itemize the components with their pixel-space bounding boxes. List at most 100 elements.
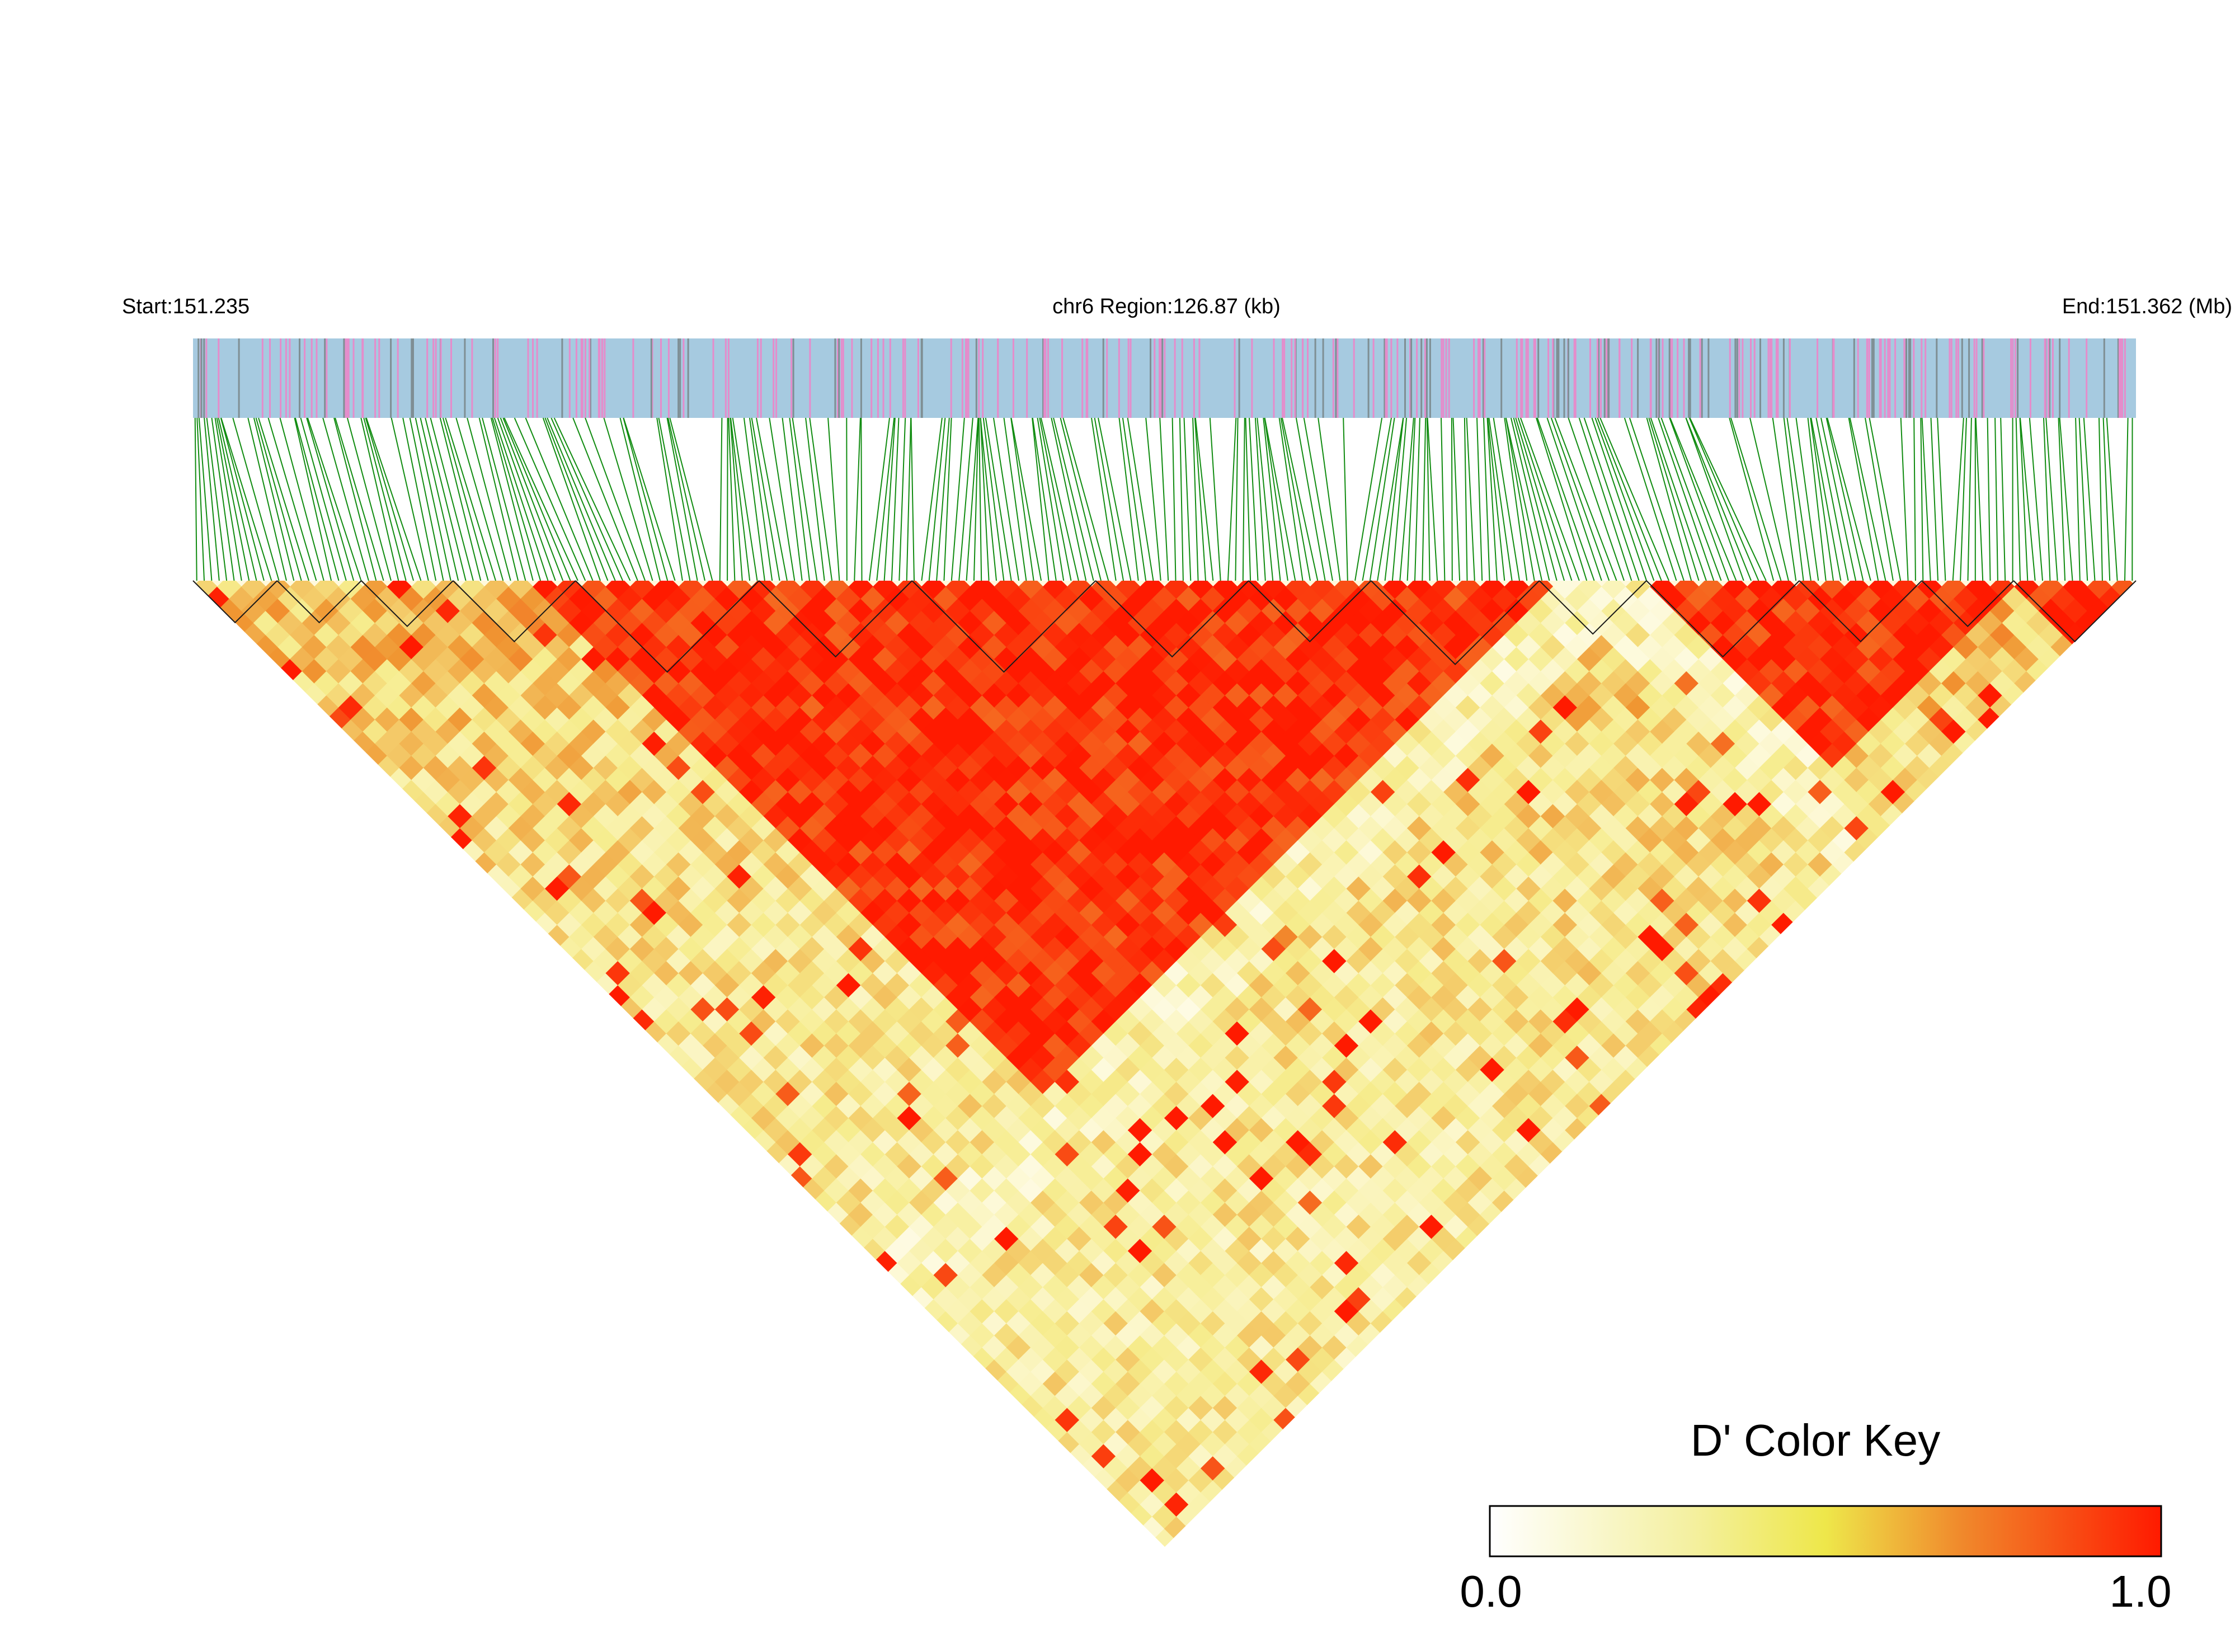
ld-cell [1225,1069,1250,1095]
ld-cell [1176,1359,1202,1385]
ld-cell [1140,581,1165,599]
ld-cell [1322,755,1347,780]
snp-connector-line [216,417,250,581]
snp-connector-line [809,417,833,581]
snp-tick [1385,338,1387,418]
ld-cell [533,743,558,769]
snp-tick [1734,338,1737,418]
ld-cell [1820,647,1845,672]
ld-cell [533,647,558,672]
ld-cell [1516,1045,1541,1070]
snp-tick [2119,338,2120,418]
snp-tick [1905,338,1907,418]
snp-tick [842,338,844,418]
snp-connector-line [980,417,997,581]
snp-tick [1521,338,1523,418]
ld-cell [1237,840,1262,865]
snp-connector-line [294,417,340,581]
snp-connector-line [1505,417,1543,581]
snp-tick [1404,338,1406,418]
snp-connector-line [921,417,943,581]
ld-cell [2087,598,2112,624]
ld-cell [921,1154,947,1179]
snp-tick [1908,338,1910,418]
snp-tick [975,338,977,418]
ld-cell [1589,876,1615,901]
snp-connector-line [958,417,973,581]
ld-cell [1140,598,1165,624]
ld-cell [1127,683,1153,708]
snp-tick [1598,338,1599,418]
ld-cell [1820,768,1845,793]
ld-cell [1225,827,1250,853]
snp-connector-line [1427,417,1438,581]
snp-connector-line [1520,417,1580,581]
ld-cell [1310,1226,1335,1251]
ld-cell [848,1057,874,1082]
ld-cell [1516,924,1541,949]
snp-connector-line [868,417,890,581]
ld-cell [1164,985,1189,1010]
ld-cell [1225,1359,1250,1385]
ld-cell [326,658,351,684]
ld-cell [1310,647,1335,672]
snp-connector-line [623,417,676,581]
snp-connector-line [2045,417,2058,581]
snp-connector-line [1466,417,1475,581]
snp-connector-line [2078,417,2088,581]
snp-tick [1699,338,1701,418]
ld-cell [1370,1069,1396,1095]
ld-cell [1042,1129,1068,1155]
snp-connector-line [985,417,1012,581]
ld-cell [848,598,874,624]
ld-cell [1382,840,1408,865]
ld-cell [848,1178,874,1203]
snp-connector-line [1227,417,1237,581]
ld-cell [1698,961,1724,986]
ld-cell [1625,840,1651,865]
snp-connector-line [553,417,631,581]
snp-tick [580,338,582,418]
snp-tick [374,338,377,418]
ld-cell [2050,634,2076,660]
ld-cell [1528,864,1554,889]
snp-tick [2047,338,2049,418]
snp-connector-line [1513,417,1558,581]
ld-cell [1431,598,1457,624]
snp-connector-line [658,417,691,581]
ld-cell [1662,586,1687,611]
ld-cell [654,768,679,793]
snp-tick [1574,338,1577,418]
snp-connector-line [306,417,355,581]
ld-cell [1382,671,1408,696]
ld-cells [193,581,2136,1547]
ld-cell [1613,973,1639,998]
ld-cell [1820,840,1845,865]
ld-cell [1880,658,1906,684]
ld-cell [1431,695,1457,720]
snp-tick [426,338,429,418]
snp-connector-line [1629,417,1685,581]
ld-cell [1795,671,1821,696]
ld-cell [1783,852,1809,877]
ld-cell [848,936,874,962]
ld-cell [533,581,558,599]
ld-cell [1382,647,1408,672]
ld-cell [1407,1057,1432,1082]
snp-tick [1662,338,1664,418]
ld-cell [1176,1045,1202,1070]
ld-cell [448,731,473,756]
snp-connector-line [307,417,362,581]
ld-cell [1286,888,1311,914]
ld-cell [1492,924,1517,949]
snp-tick [1789,338,1791,418]
ld-cell [1868,768,1894,793]
ld-cell [1346,634,1372,660]
ld-block-outline [911,580,1097,673]
snp-tick [1337,338,1339,418]
snp-connector-line [1235,417,1239,581]
ld-block-outline [361,580,454,628]
ld-cell [1042,1033,1068,1058]
ld-cell [1164,598,1189,624]
snp-tick [1525,338,1527,418]
